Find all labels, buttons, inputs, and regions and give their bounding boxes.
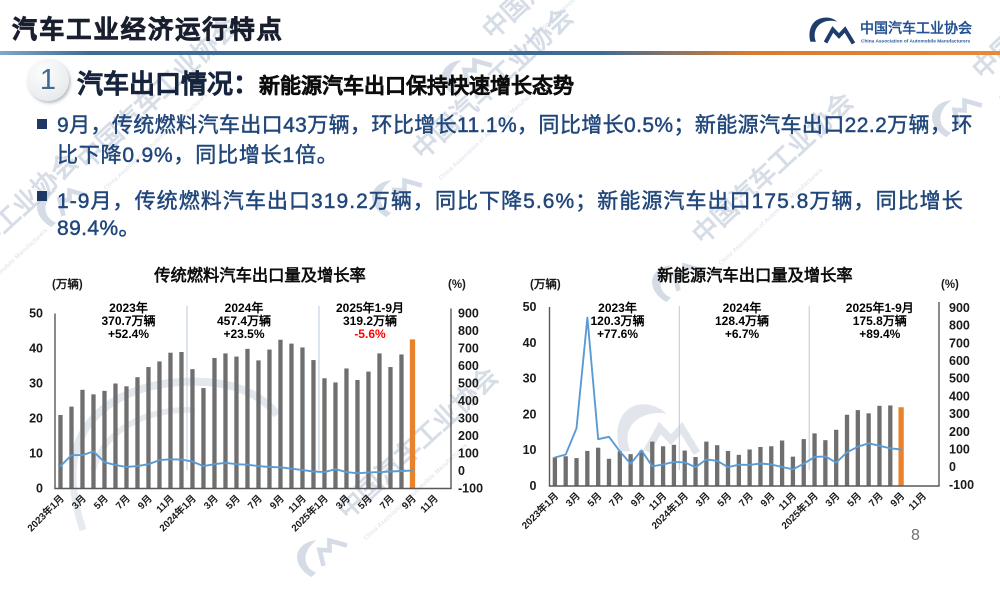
svg-text:175.8万辆: 175.8万辆 (853, 313, 907, 328)
svg-text:300: 300 (458, 412, 479, 426)
svg-text:10: 10 (523, 443, 537, 457)
svg-text:2024年: 2024年 (225, 300, 264, 315)
svg-text:200: 200 (949, 425, 970, 439)
svg-text:3月: 3月 (201, 493, 220, 512)
svg-text:(%): (%) (448, 279, 466, 291)
svg-text:11月: 11月 (906, 490, 929, 513)
svg-text:800: 800 (949, 319, 970, 333)
svg-text:30: 30 (29, 377, 43, 391)
svg-text:7月: 7月 (737, 490, 756, 509)
svg-text:传统燃料汽车出口量及增长率: 传统燃料汽车出口量及增长率 (153, 266, 366, 285)
svg-text:5月: 5月 (715, 490, 734, 509)
svg-text:500: 500 (458, 377, 479, 391)
svg-text:5月: 5月 (91, 493, 110, 512)
svg-text:300: 300 (949, 407, 970, 421)
svg-text:2023年1月: 2023年1月 (519, 489, 561, 531)
svg-text:7月: 7月 (377, 493, 396, 512)
svg-text:(万辆): (万辆) (52, 277, 83, 291)
svg-text:9月: 9月 (628, 490, 647, 509)
svg-text:2024年: 2024年 (723, 300, 762, 315)
svg-text:7月: 7月 (113, 493, 132, 512)
svg-text:100: 100 (458, 447, 479, 461)
svg-text:319.2万辆: 319.2万辆 (343, 313, 397, 328)
svg-text:600: 600 (458, 359, 479, 373)
svg-text:2025年1-9月: 2025年1-9月 (336, 300, 404, 315)
svg-text:7月: 7月 (866, 490, 885, 509)
svg-text:2023年1月: 2023年1月 (24, 492, 66, 534)
svg-text:+77.6%: +77.6% (597, 327, 638, 341)
svg-text:500: 500 (949, 372, 970, 386)
svg-text:5月: 5月 (355, 493, 374, 512)
svg-text:-5.6%: -5.6% (354, 327, 386, 341)
svg-text:50: 50 (29, 307, 43, 321)
svg-text:120.3万辆: 120.3万辆 (590, 313, 644, 328)
svg-text:370.7万辆: 370.7万辆 (101, 313, 155, 328)
svg-text:3月: 3月 (823, 490, 842, 509)
svg-text:400: 400 (949, 389, 970, 403)
svg-text:600: 600 (949, 354, 970, 368)
svg-text:(%): (%) (941, 279, 959, 291)
svg-text:0: 0 (949, 460, 956, 474)
svg-text:2023年: 2023年 (598, 300, 637, 315)
svg-text:-100: -100 (458, 482, 483, 496)
svg-text:30: 30 (523, 372, 537, 386)
svg-text:新能源汽车出口量及增长率: 新能源汽车出口量及增长率 (657, 266, 852, 285)
svg-text:40: 40 (29, 342, 43, 356)
svg-text:700: 700 (458, 342, 479, 356)
svg-text:2023年: 2023年 (109, 300, 148, 315)
svg-text:200: 200 (458, 429, 479, 443)
svg-text:7月: 7月 (245, 493, 264, 512)
svg-text:+23.5%: +23.5% (223, 327, 264, 341)
svg-text:10: 10 (29, 447, 43, 461)
svg-text:9月: 9月 (267, 493, 286, 512)
svg-text:2025年1-9月: 2025年1-9月 (846, 300, 914, 315)
svg-text:0: 0 (530, 479, 537, 493)
svg-text:20: 20 (523, 407, 537, 421)
svg-text:0: 0 (458, 464, 465, 478)
svg-text:900: 900 (949, 301, 970, 315)
svg-text:9月: 9月 (888, 490, 907, 509)
svg-text:40: 40 (523, 336, 537, 350)
svg-text:(万辆): (万辆) (530, 277, 561, 291)
svg-text:5月: 5月 (223, 493, 242, 512)
svg-text:100: 100 (949, 443, 970, 457)
svg-text:-100: -100 (949, 478, 974, 492)
svg-text:11月: 11月 (418, 493, 441, 516)
svg-text:50: 50 (523, 300, 537, 314)
svg-text:400: 400 (458, 394, 479, 408)
svg-text:+6.7%: +6.7% (725, 327, 760, 341)
svg-text:7月: 7月 (607, 490, 626, 509)
svg-text:+52.4%: +52.4% (108, 327, 149, 341)
svg-text:+89.4%: +89.4% (859, 327, 900, 341)
svg-text:0: 0 (36, 482, 43, 496)
svg-text:3月: 3月 (333, 493, 352, 512)
svg-text:9月: 9月 (399, 493, 418, 512)
svg-text:128.4万辆: 128.4万辆 (715, 313, 769, 328)
svg-text:3月: 3月 (693, 490, 712, 509)
svg-text:3月: 3月 (563, 490, 582, 509)
svg-text:9月: 9月 (135, 493, 154, 512)
svg-text:5月: 5月 (845, 490, 864, 509)
svg-text:3月: 3月 (69, 493, 88, 512)
svg-text:20: 20 (29, 412, 43, 426)
svg-text:700: 700 (949, 336, 970, 350)
svg-text:800: 800 (458, 324, 479, 338)
svg-text:900: 900 (458, 307, 479, 321)
svg-text:9月: 9月 (758, 490, 777, 509)
svg-text:457.4万辆: 457.4万辆 (217, 313, 271, 328)
svg-text:5月: 5月 (585, 490, 604, 509)
